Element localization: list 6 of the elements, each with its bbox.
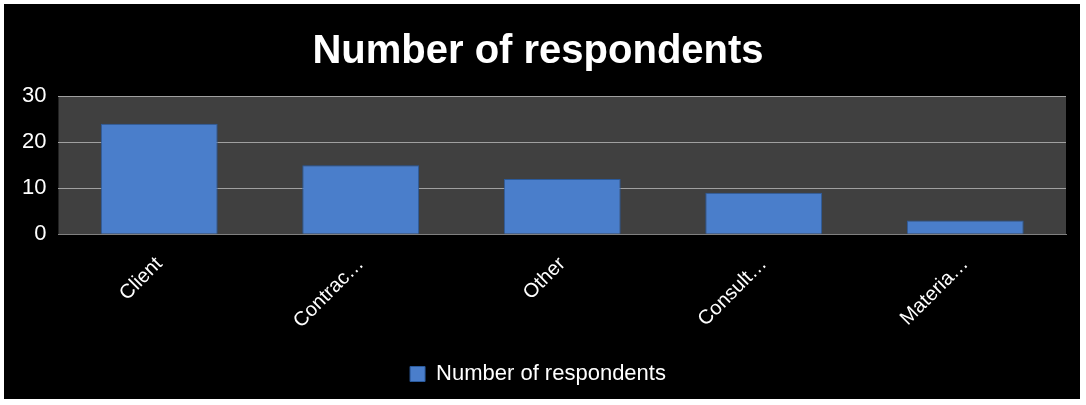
y-tick-label: 10 [21,174,47,200]
chart-title: Number of respondents [312,27,764,72]
y-tick-label: 30 [21,82,47,108]
y-tick-label: 20 [21,128,47,154]
legend-label: Number of respondents [436,360,666,386]
y-tick-label: 0 [34,220,47,246]
